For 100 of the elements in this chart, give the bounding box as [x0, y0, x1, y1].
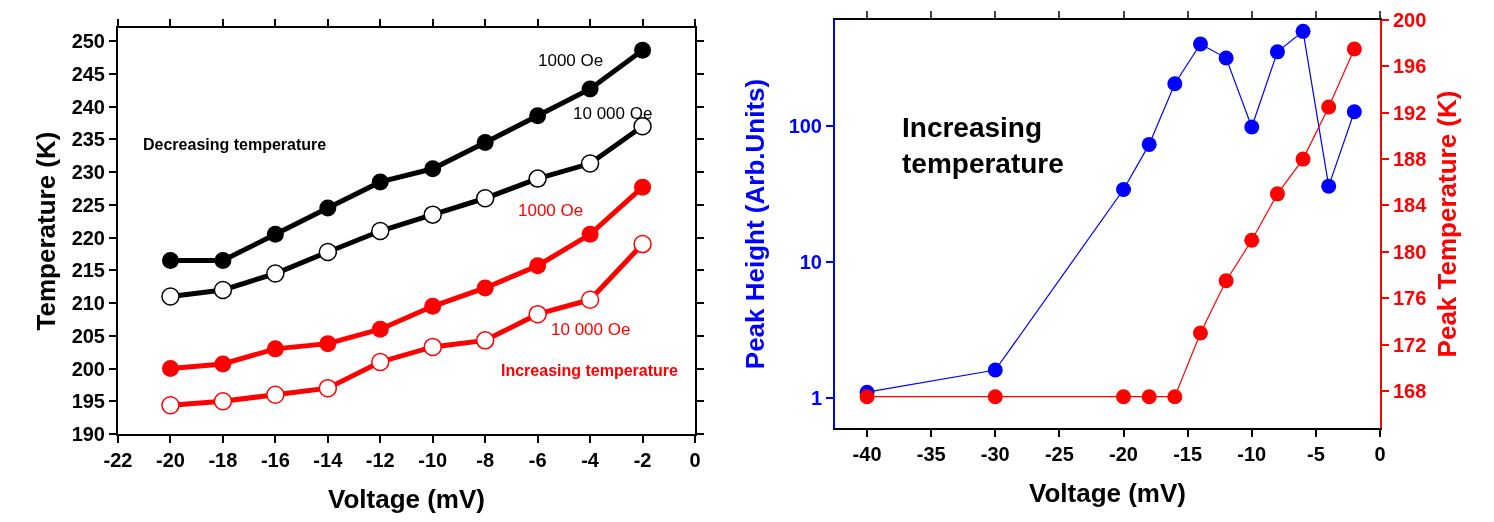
y-tick-label: 210: [71, 292, 105, 315]
annotation: Decreasing temperature: [143, 136, 327, 153]
point: [319, 199, 337, 217]
y-tick-label: 195: [71, 390, 105, 413]
y-tick-label: 230: [71, 161, 105, 184]
point: [266, 385, 285, 404]
y2-tick-label: 200: [1393, 9, 1427, 31]
x-tick-label: -15: [1173, 443, 1203, 465]
point: [528, 304, 547, 324]
series-label: 1000 Oe: [538, 51, 604, 70]
y2-tick-label: 192: [1393, 101, 1427, 124]
point: [1295, 23, 1311, 39]
y-tick-label: 240: [71, 95, 105, 118]
point: [214, 251, 232, 269]
point: [634, 41, 652, 59]
y-axis-title: Temperature (K): [31, 131, 61, 331]
x-tick-label: -14: [313, 449, 344, 471]
y-tick-label: 100: [788, 114, 822, 137]
y-tick-label: 1: [810, 386, 822, 409]
point: [371, 173, 389, 191]
series-label: 10 000 Oe: [551, 320, 631, 339]
y2-tick-label: 176: [1393, 287, 1427, 310]
x-tick-label: 0: [689, 449, 701, 471]
y-tick-label: 220: [71, 226, 105, 249]
x-tick-label: -12: [365, 449, 395, 471]
x-tick-label: -20: [1109, 443, 1138, 465]
point: [266, 225, 284, 243]
point: [581, 225, 599, 243]
x-tick-label: -20: [156, 449, 185, 471]
y2-tick-label: 188: [1393, 148, 1427, 171]
x-tick-label: -10: [418, 449, 448, 471]
y2-tick-label: 180: [1393, 240, 1427, 263]
point: [476, 134, 494, 152]
point: [580, 290, 600, 309]
point: [1269, 44, 1285, 60]
point: [529, 257, 547, 275]
point: [475, 331, 495, 350]
x-tick-label: -5: [1306, 443, 1325, 465]
point: [1192, 36, 1208, 52]
y-tick-label: 225: [71, 193, 105, 216]
x-tick-label: 0: [1374, 443, 1386, 465]
y-tick-label: 200: [71, 357, 105, 380]
y2-tick-label: 184: [1393, 194, 1428, 217]
point: [423, 337, 442, 357]
x-tick-label: -2: [633, 449, 652, 471]
annotation: Increasing temperature: [902, 112, 1064, 180]
point: [476, 279, 494, 297]
x-tick-label: -4: [581, 449, 600, 471]
annotation: Increasing temperature: [501, 362, 679, 379]
point: [633, 234, 652, 254]
series-label: 1000 Oe: [518, 201, 584, 220]
x-tick-label: -10: [1237, 443, 1267, 465]
point: [529, 107, 547, 125]
x-tick-label: -35: [916, 443, 946, 465]
point: [371, 221, 390, 241]
point: [266, 340, 284, 358]
y-axis-title: Peak Height (Arb.Units): [740, 78, 770, 370]
y-tick-label: 235: [71, 128, 105, 151]
y-tick-label: 205: [71, 324, 105, 347]
series-label: 10 000 Oe: [573, 104, 653, 123]
x-tick-label: -8: [476, 449, 495, 471]
point: [987, 362, 1003, 378]
point: [1141, 136, 1157, 152]
x-tick-label: -40: [852, 443, 882, 465]
point: [318, 378, 338, 398]
point: [266, 264, 285, 283]
y2-tick-label: 168: [1393, 379, 1427, 402]
point: [1244, 119, 1260, 135]
x-axis-title: Voltage (mV): [328, 484, 485, 515]
point: [580, 154, 600, 173]
x-tick-label: -16: [260, 449, 290, 471]
point: [1321, 178, 1337, 194]
point: [161, 360, 179, 378]
y2-axis-title: Peak Temperature (K): [1432, 90, 1462, 358]
y-tick-label: 245: [71, 62, 105, 85]
point: [213, 280, 233, 300]
point: [214, 355, 232, 373]
point: [423, 205, 442, 224]
point: [634, 178, 652, 196]
point: [424, 160, 442, 178]
y-tick-label: 10: [799, 250, 822, 273]
x-tick-label: -6: [528, 449, 547, 471]
point: [161, 251, 179, 269]
y-tick-label: 190: [71, 423, 105, 445]
x-tick-label: -25: [1044, 443, 1074, 465]
x-tick-label: -22: [103, 449, 133, 471]
point: [161, 287, 180, 306]
x-axis-title: Voltage (mV): [1029, 478, 1186, 509]
point: [581, 80, 599, 98]
point: [1346, 104, 1362, 120]
point: [424, 297, 442, 315]
x-tick-label: -18: [208, 449, 238, 471]
y-tick-label: 250: [71, 30, 105, 53]
x-tick-label: -30: [980, 443, 1010, 465]
point: [1218, 50, 1234, 66]
point: [1167, 76, 1183, 92]
point: [318, 242, 338, 262]
y2-tick-label: 196: [1393, 55, 1427, 78]
point: [213, 392, 233, 411]
y2-tick-label: 172: [1393, 333, 1427, 356]
